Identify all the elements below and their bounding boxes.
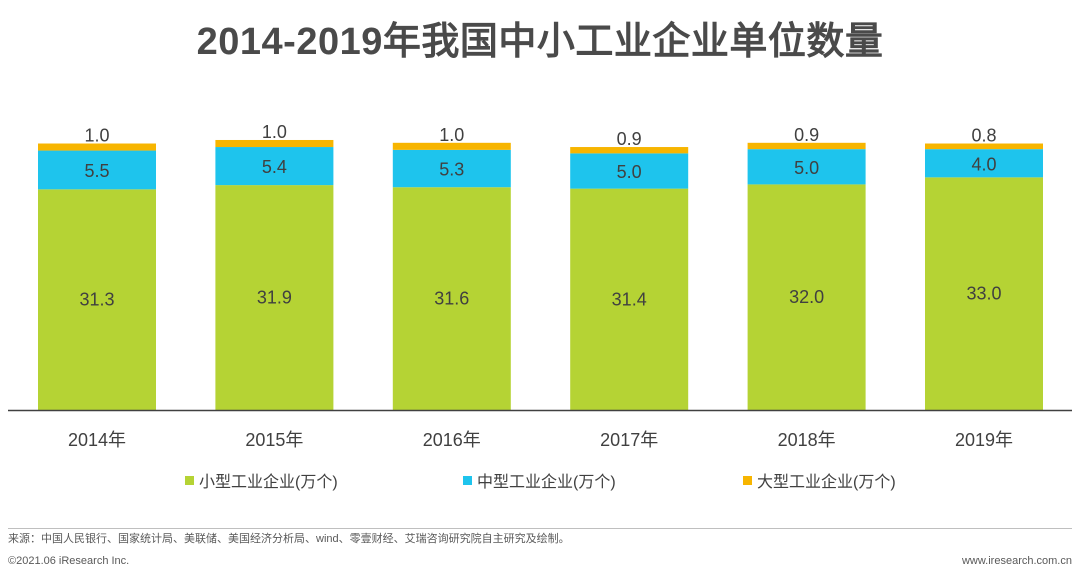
data-label-large-2: 1.0 <box>262 122 287 142</box>
legend-label-small: 小型工业企业(万个) <box>199 474 338 491</box>
data-label-small-5: 32.0 <box>789 287 824 307</box>
chart-title: 2014-2019年我国中小工业企业单位数量 <box>196 21 884 63</box>
x-tick-label-1: 2014年 <box>68 430 126 450</box>
data-label-small-4: 31.4 <box>612 289 647 309</box>
data-label-small-2: 31.9 <box>257 288 292 308</box>
legend-label-medium: 中型工业企业(万个) <box>477 474 616 491</box>
legend-item-small: 小型工业企业(万个) <box>185 468 338 492</box>
data-label-medium-2: 5.4 <box>262 157 287 177</box>
legend-item-large: 大型工业企业(万个) <box>743 468 896 492</box>
data-label-medium-1: 5.5 <box>84 161 109 181</box>
stacked-bar-chart: 31.3 5.5 1.0 2014年 31.9 5.4 1.0 2015年 31.6 5.3 1.0… <box>8 122 1072 450</box>
data-label-large-4: 0.9 <box>617 129 642 149</box>
data-label-small-1: 31.3 <box>79 290 114 310</box>
x-tick-label-6: 2019年 <box>955 430 1013 450</box>
website-link[interactable]: www.iresearch.com.cn <box>961 555 1072 567</box>
bar-large-4 <box>570 147 689 154</box>
data-label-medium-6: 4.0 <box>971 154 996 174</box>
bar-large-6 <box>925 143 1043 150</box>
bar-large-2 <box>215 139 334 148</box>
chart-legend: 小型工业企业(万个) 中型工业企业(万个) 大型工业企业(万个) <box>0 468 1080 494</box>
data-label-large-6: 0.8 <box>971 126 996 146</box>
copyright: ©2021.06 iResearch Inc. <box>8 555 130 567</box>
bar-small-2 <box>215 185 334 410</box>
x-tick-label-2: 2015年 <box>245 430 303 450</box>
legend-swatch-medium <box>463 475 472 485</box>
legend-label-large: 大型工业企业(万个) <box>757 474 896 491</box>
data-label-small-3: 31.6 <box>434 289 469 309</box>
bar-small-1 <box>38 189 156 410</box>
x-tick-label-4: 2017年 <box>600 430 658 450</box>
data-label-large-3: 1.0 <box>439 125 464 145</box>
legend-item-medium: 中型工业企业(万个) <box>463 468 616 492</box>
footer-divider <box>8 528 1072 529</box>
legend-swatch-small <box>185 475 194 485</box>
bar-large-1 <box>38 143 156 151</box>
bar-small-6 <box>925 177 1043 410</box>
bar-medium-5 <box>747 149 866 185</box>
data-label-large-5: 0.9 <box>794 125 819 145</box>
bar-medium-3 <box>392 149 511 188</box>
data-label-medium-5: 5.0 <box>794 158 819 178</box>
bar-small-3 <box>392 187 511 410</box>
bar-large-5 <box>747 142 866 150</box>
bar-medium-6 <box>925 149 1043 178</box>
bar-large-3 <box>392 142 511 150</box>
bar-medium-4 <box>570 153 689 189</box>
bar-small-4 <box>570 188 689 410</box>
bar-medium-2 <box>215 147 334 186</box>
source-note: 来源：中国人民银行、国家统计局、美联储、美国经济分析局、wind、零壹财经、艾瑞… <box>8 533 570 545</box>
legend-swatch-large <box>743 475 752 485</box>
data-label-medium-4: 5.0 <box>617 162 642 182</box>
bar-medium-1 <box>38 150 156 190</box>
data-label-medium-3: 5.3 <box>439 160 464 180</box>
x-tick-label-3: 2016年 <box>423 430 481 450</box>
bar-small-5 <box>747 184 866 410</box>
x-tick-label-5: 2018年 <box>778 430 836 450</box>
data-label-small-6: 33.0 <box>966 284 1001 304</box>
data-label-large-1: 1.0 <box>84 126 109 146</box>
